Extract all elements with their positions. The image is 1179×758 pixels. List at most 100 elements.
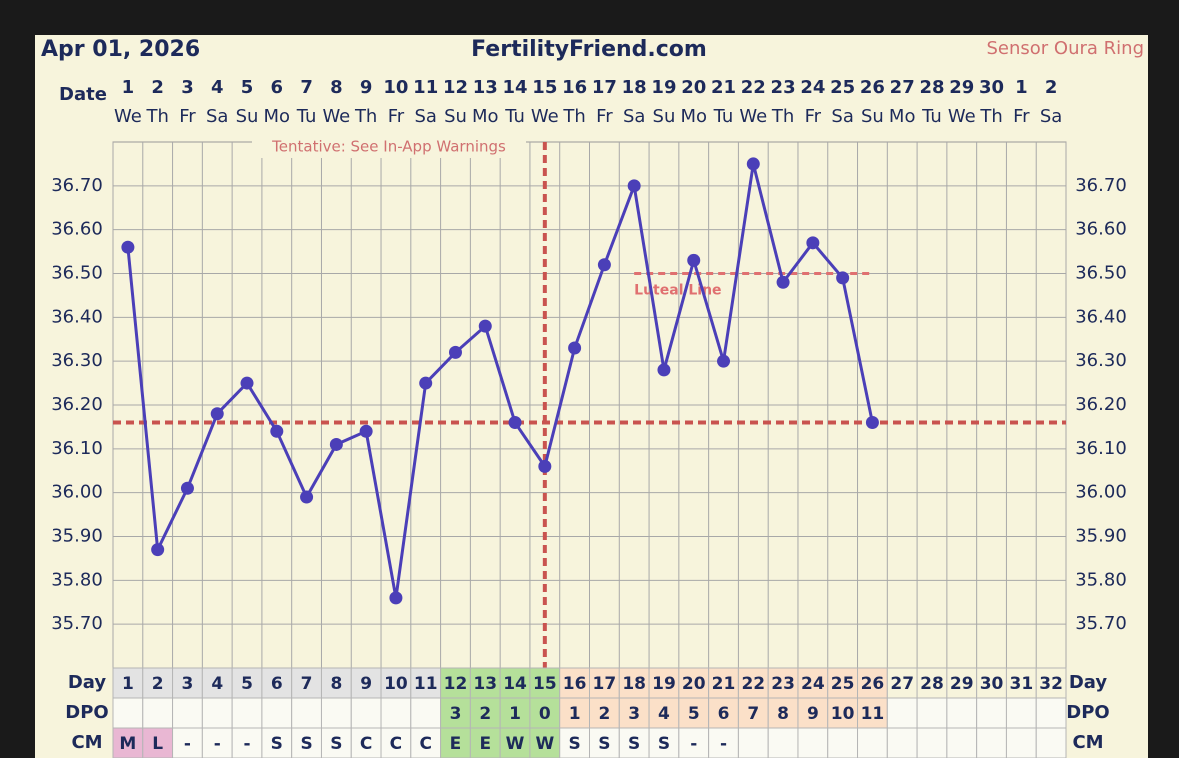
row-cell xyxy=(529,667,561,699)
row-cell xyxy=(767,697,799,729)
row-cell xyxy=(231,697,263,729)
row-cell xyxy=(589,727,620,758)
temperature-point xyxy=(746,157,760,171)
row-cell xyxy=(380,727,412,758)
y-tick-label: 36.50 xyxy=(51,263,103,284)
row-cell-text: S xyxy=(658,734,670,754)
date-label: 7 xyxy=(300,77,313,98)
date-label: 24 xyxy=(800,77,825,98)
x-axis-label: Date xyxy=(59,84,107,105)
temperature-line xyxy=(126,163,874,599)
row-cell xyxy=(559,697,590,729)
date-label: 25 xyxy=(830,77,855,98)
row-cell xyxy=(231,727,263,758)
row-cell xyxy=(886,697,918,729)
row-label-right: CM xyxy=(1072,732,1103,753)
weekday-label: Sa xyxy=(623,106,645,127)
row-cell xyxy=(886,727,918,758)
row-cell-text: 26 xyxy=(861,674,885,694)
row-cell-text: 3 xyxy=(182,674,194,694)
weekday-label: Mo xyxy=(472,106,499,127)
row-cell-text: 5 xyxy=(241,674,253,694)
y-tick-label: 35.70 xyxy=(51,613,103,634)
date-label: 22 xyxy=(741,77,766,98)
row-cell xyxy=(320,727,352,758)
row-cell-text: 30 xyxy=(980,674,1004,694)
temperature-point xyxy=(180,481,194,495)
row-cell xyxy=(1035,697,1067,729)
row-cell-text: - xyxy=(184,734,191,754)
row-cell-text: C xyxy=(419,734,431,754)
row-cell xyxy=(976,727,1007,758)
weekday-label: We xyxy=(114,106,142,127)
row-cell xyxy=(499,667,531,699)
weekday-label: Su xyxy=(236,106,259,127)
row-cell-text: L xyxy=(152,734,163,754)
row-cell-text: S xyxy=(300,734,312,754)
weekday-label: Th xyxy=(354,106,377,127)
row-cell-text: 11 xyxy=(861,704,885,724)
row-cell-text: S xyxy=(628,734,640,754)
row-cell xyxy=(946,727,978,758)
row-cell-text: 32 xyxy=(1039,674,1063,694)
weekday-label: Fr xyxy=(805,106,822,127)
row-cell-text: M xyxy=(119,734,136,754)
row-cell xyxy=(976,697,1007,729)
date-label: 11 xyxy=(413,77,438,98)
y-tick-label-right: 36.40 xyxy=(1075,306,1127,327)
y-tick-label-right: 36.10 xyxy=(1075,438,1127,459)
temperature-point xyxy=(448,345,462,359)
temperature-point xyxy=(806,236,820,250)
date-label: 21 xyxy=(711,77,736,98)
y-tick-label-right: 36.30 xyxy=(1075,350,1127,371)
row-cell xyxy=(201,727,233,758)
temperature-point xyxy=(478,319,492,333)
row-cell xyxy=(201,667,233,699)
row-cell xyxy=(291,727,322,758)
row-cell xyxy=(320,697,352,729)
row-cell xyxy=(261,667,293,699)
row-label-right: Day xyxy=(1069,672,1108,693)
y-tick-label-right: 36.50 xyxy=(1075,263,1127,284)
temperature-point xyxy=(538,459,552,473)
y-tick-label-right: 35.70 xyxy=(1075,613,1127,634)
row-cell xyxy=(797,667,829,699)
row-cell-text: 16 xyxy=(563,674,587,694)
temperature-point xyxy=(270,424,284,438)
annotation: Tentative: See In-App Warnings xyxy=(271,138,506,156)
luteal-label: Luteal Line xyxy=(634,283,721,299)
row-label-right: DPO xyxy=(1066,702,1109,723)
y-tick-label-right: 36.00 xyxy=(1075,482,1127,503)
date-label: 19 xyxy=(651,77,676,98)
row-cell-text: 1 xyxy=(509,704,521,724)
temperature-point xyxy=(836,271,850,285)
row-cell xyxy=(559,667,590,699)
row-cell xyxy=(708,697,739,729)
temperature-point xyxy=(508,416,522,430)
row-cell xyxy=(201,697,233,729)
weekday-label: Mo xyxy=(264,106,291,127)
row-cell xyxy=(618,667,650,699)
weekday-label: Sa xyxy=(1040,106,1062,127)
row-cell-text: - xyxy=(243,734,250,754)
row-cell xyxy=(737,727,769,758)
temperature-point xyxy=(389,591,403,605)
y-tick-label: 36.10 xyxy=(51,438,103,459)
y-tick-label: 36.70 xyxy=(51,175,103,196)
weekday-label: Tu xyxy=(296,106,317,127)
row-cell-text: 6 xyxy=(718,704,730,724)
y-tick-label: 36.30 xyxy=(51,350,103,371)
date-label: 26 xyxy=(860,77,885,98)
date-label: 27 xyxy=(890,77,915,98)
temperature-point xyxy=(568,341,582,355)
row-cell-text: C xyxy=(360,734,372,754)
row-cell-text: 12 xyxy=(444,674,468,694)
row-cell xyxy=(529,697,561,729)
row-cell xyxy=(648,727,680,758)
row-cell-text: 1 xyxy=(122,674,134,694)
row-cell xyxy=(916,727,948,758)
row-cell-text: 8 xyxy=(777,704,789,724)
temperature-point xyxy=(597,258,611,272)
row-cell-text: 3 xyxy=(628,704,640,724)
weekday-label: Th xyxy=(562,106,585,127)
